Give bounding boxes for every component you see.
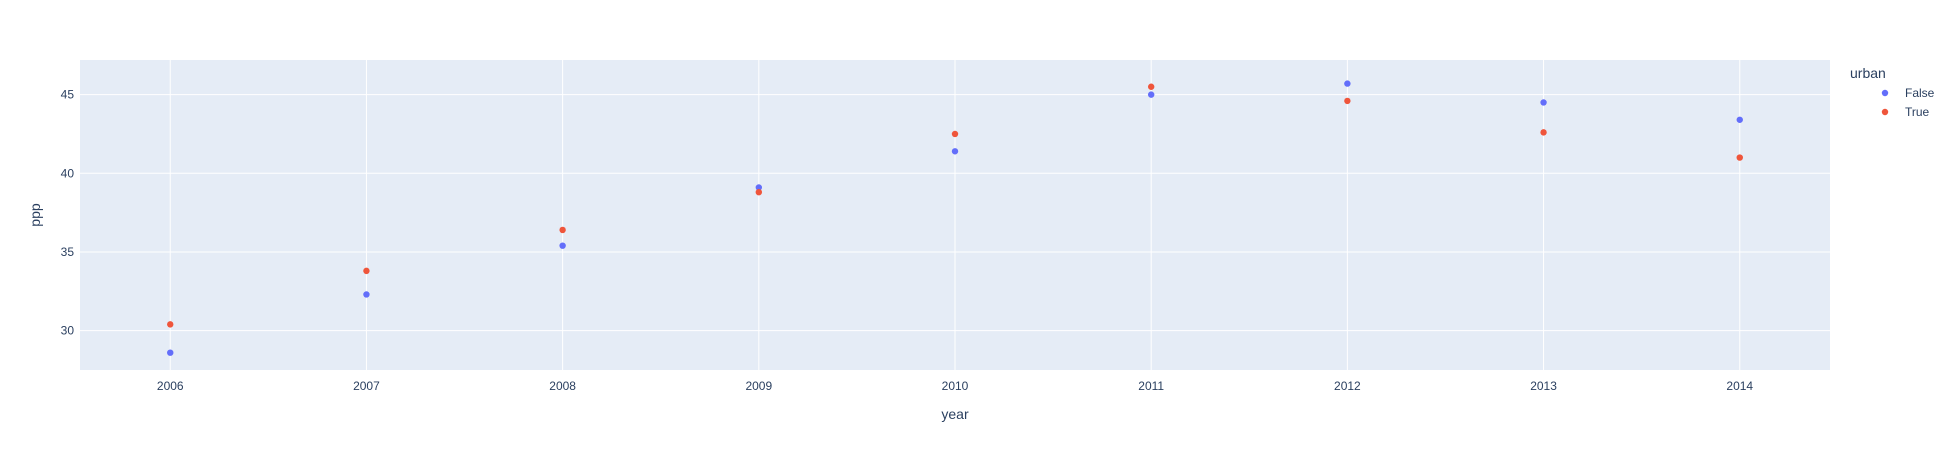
x-tick-label: 2007 [353, 379, 380, 393]
data-point-false[interactable] [1736, 116, 1743, 123]
data-point-false[interactable] [1344, 80, 1351, 87]
legend-item-false[interactable]: False [1881, 86, 1935, 100]
grid-layer [80, 60, 1830, 370]
data-point-false[interactable] [1147, 91, 1155, 98]
data-point-true[interactable] [1736, 154, 1743, 161]
legend-label: True [1905, 105, 1930, 119]
y-axis-title: ppp [27, 203, 43, 227]
legend-item-true[interactable]: True [1881, 105, 1930, 119]
tick-layer: 2006 2007 2008 2009 2010 2011 2012 2013 2014 30 35… [61, 88, 1754, 393]
x-tick-label: 2012 [1334, 379, 1361, 393]
data-point-false[interactable] [167, 349, 174, 356]
y-tick-label: 45 [61, 88, 75, 102]
data-point-false[interactable] [1540, 99, 1547, 106]
y-tick-label: 30 [61, 324, 75, 338]
data-point-true[interactable] [951, 130, 959, 138]
x-tick-label: 2006 [157, 379, 184, 393]
legend-title: urban [1850, 65, 1886, 81]
x-tick-label: 2008 [549, 379, 576, 393]
data-point-true[interactable] [363, 267, 370, 275]
legend-marker [1881, 108, 1889, 116]
points-layer [167, 80, 1743, 356]
data-point-true[interactable] [1540, 129, 1547, 136]
data-point-true[interactable] [167, 321, 174, 328]
x-tick-label: 2011 [1138, 379, 1164, 393]
x-tick-label: 2013 [1530, 379, 1557, 393]
y-tick-label: 40 [61, 166, 75, 180]
legend: urban False True [1850, 65, 1935, 119]
data-point-true[interactable] [755, 188, 763, 196]
y-tick-label: 35 [61, 245, 75, 259]
legend-label: False [1905, 86, 1935, 100]
data-point-false[interactable] [363, 291, 370, 298]
data-point-false[interactable] [951, 148, 959, 155]
x-tick-label: 2010 [942, 379, 969, 393]
x-tick-label: 2009 [745, 379, 772, 393]
x-axis-title: year [941, 406, 969, 422]
legend-marker [1881, 89, 1889, 97]
data-point-true[interactable] [1147, 83, 1155, 90]
data-point-false[interactable] [755, 184, 763, 191]
data-point-true[interactable] [559, 226, 566, 234]
x-tick-label: 2014 [1726, 379, 1753, 393]
data-point-true[interactable] [1344, 97, 1351, 105]
data-point-false[interactable] [559, 242, 566, 249]
